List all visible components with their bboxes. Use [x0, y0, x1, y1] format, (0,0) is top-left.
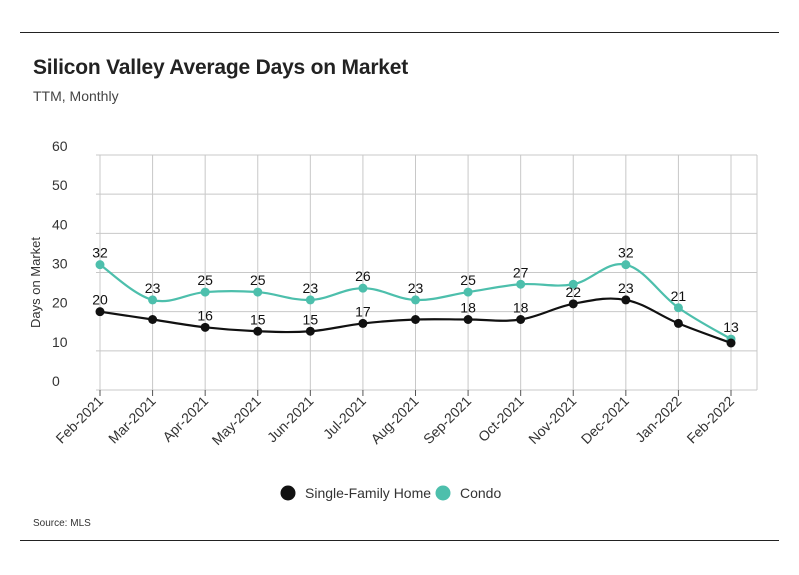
chart-title: Silicon Valley Average Days on Market	[33, 56, 409, 79]
condo-data-label: 32	[92, 245, 108, 261]
single-family-point	[253, 326, 263, 336]
y-tick-label: 20	[52, 295, 68, 311]
legend-condo-label: Condo	[460, 485, 501, 501]
chart-subtitle: TTM, Monthly	[33, 88, 119, 104]
condo-point	[253, 287, 263, 297]
condo-data-label: 25	[460, 272, 476, 288]
y-tick-label: 0	[52, 373, 60, 389]
bottom-rule	[20, 540, 779, 541]
single-family-data-label: 22	[565, 284, 581, 300]
condo-point	[411, 295, 420, 305]
x-tick-label: Nov-2021	[525, 393, 579, 447]
y-tick-label: 30	[52, 256, 68, 272]
x-tick-label: Feb-2021	[52, 393, 106, 447]
single-family-data-label: 23	[618, 280, 634, 296]
single-family-point	[726, 338, 736, 348]
single-family-point	[463, 315, 473, 324]
legend-single-family-label: Single-Family Home	[305, 485, 431, 501]
single-family-data-label: 18	[513, 300, 529, 316]
condo-point	[463, 287, 473, 297]
single-family-point	[516, 315, 526, 324]
condo-point	[358, 283, 368, 293]
y-axis-label: Days on Market	[28, 237, 43, 328]
condo-data-label: 13	[723, 319, 739, 335]
single-family-data-label: 20	[92, 292, 108, 308]
single-family-data-label: 18	[460, 300, 476, 316]
condo-point	[95, 260, 105, 270]
condo-point	[305, 295, 315, 305]
single-family-data-label: 17	[355, 303, 371, 319]
single-family-point	[673, 318, 683, 328]
x-tick-label: Jan-2022	[632, 393, 685, 446]
condo-data-label: 32	[618, 245, 634, 261]
condo-point	[516, 279, 526, 289]
single-family-point	[411, 315, 420, 324]
condo-point	[621, 260, 631, 270]
top-rule	[20, 32, 779, 33]
x-tick-label: Apr-2021	[159, 393, 211, 445]
source-note: Source: MLS	[33, 518, 91, 529]
single-family-point	[148, 315, 158, 324]
y-tick-label: 40	[52, 216, 68, 232]
condo-point	[200, 287, 210, 297]
single-family-point	[568, 299, 578, 309]
x-tick-label: Mar-2021	[105, 393, 159, 447]
x-tick-label: Jul-2021	[320, 393, 369, 442]
condo-data-label: 25	[197, 272, 213, 288]
single-family-point	[305, 326, 315, 336]
condo-data-label: 25	[250, 272, 266, 288]
condo-data-label: 23	[303, 280, 319, 296]
single-family-point	[200, 322, 210, 332]
x-tick-label: Oct-2021	[475, 393, 527, 445]
single-family-data-label: 15	[303, 311, 319, 327]
x-tick-label: Sep-2021	[420, 393, 474, 447]
condo-data-label: 23	[145, 280, 161, 296]
condo-point	[568, 279, 578, 289]
single-family-data-label: 15	[250, 311, 266, 327]
condo-data-label: 23	[408, 280, 424, 296]
single-family-point	[358, 318, 368, 328]
single-family-point	[621, 295, 631, 305]
condo-point	[673, 303, 683, 313]
legend-single-family-swatch	[280, 485, 296, 501]
x-tick-label: Aug-2021	[367, 393, 421, 447]
condo-data-label: 21	[671, 288, 687, 304]
legend-condo-swatch	[435, 485, 451, 501]
x-tick-label: Jun-2021	[264, 393, 317, 446]
condo-point	[148, 295, 158, 305]
y-tick-label: 60	[52, 138, 68, 154]
condo-data-label: 26	[355, 268, 371, 284]
x-tick-label: Dec-2021	[578, 393, 632, 447]
x-tick-label: Feb-2022	[683, 393, 737, 447]
y-tick-label: 10	[52, 334, 68, 350]
single-family-data-label: 16	[197, 307, 213, 323]
y-tick-label: 50	[52, 177, 68, 193]
condo-data-label: 27	[513, 264, 529, 280]
x-tick-label: May-2021	[209, 393, 264, 448]
single-family-point	[95, 307, 105, 317]
